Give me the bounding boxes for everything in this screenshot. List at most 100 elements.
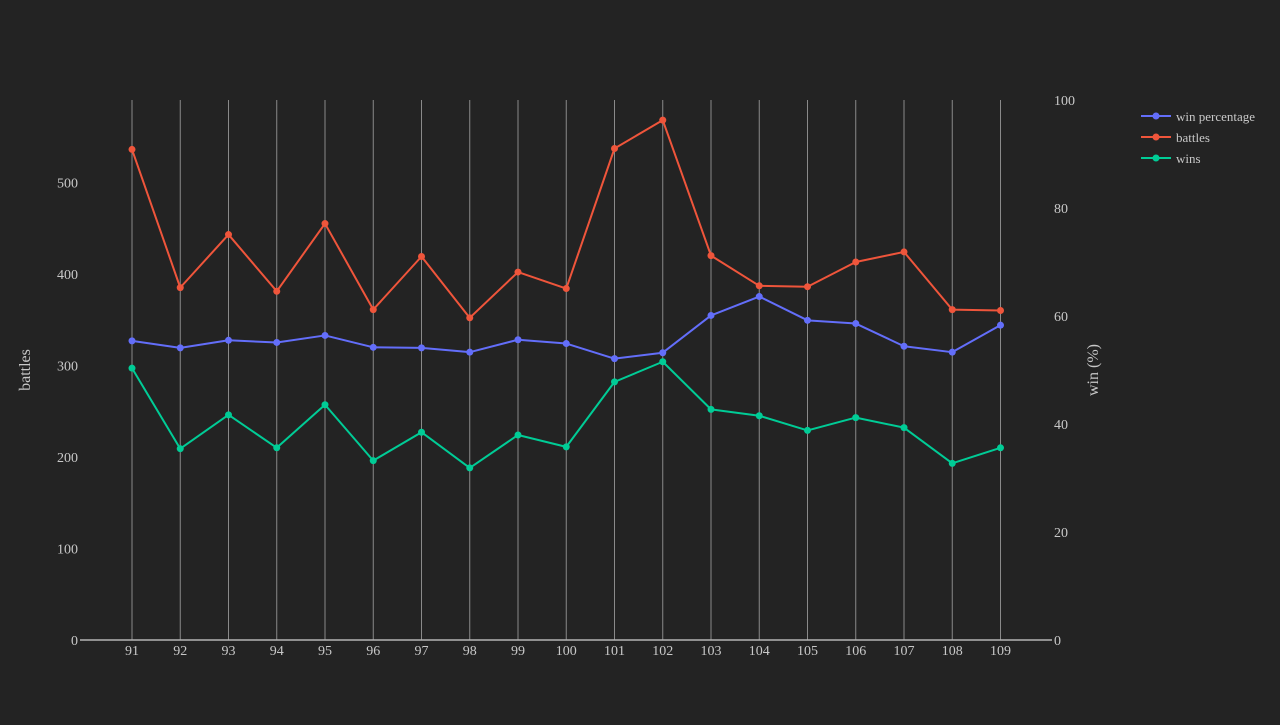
x-tick-label: 104 [749, 644, 770, 659]
y2-tick-label: 40 [1054, 418, 1068, 433]
wins-point [562, 443, 570, 451]
battles-point [948, 306, 956, 314]
x-tick-label: 98 [463, 644, 477, 659]
battles-point [466, 314, 474, 322]
y2-tick-label: 60 [1054, 310, 1068, 325]
win-percentage-point [659, 349, 667, 357]
wins-point [611, 378, 618, 386]
wins-point [852, 414, 860, 422]
legend-item-win-percentage: win percentage [1141, 109, 1255, 124]
series-battles [128, 116, 1004, 322]
axes: battles win (%) [17, 344, 1102, 641]
win-percentage-point [997, 321, 1004, 329]
wins-point [466, 464, 474, 472]
battles-point [562, 285, 570, 293]
win-percentage-point [321, 331, 329, 339]
wins-point [707, 405, 715, 413]
win-percentage-point [755, 293, 763, 301]
y2-tick-label: 20 [1054, 526, 1068, 541]
wins-point [418, 428, 425, 436]
battles-point [707, 252, 715, 260]
win-percentage-point [176, 344, 184, 352]
win-percentage-point [948, 348, 956, 356]
battles-point [611, 145, 618, 153]
x-tick-label: 107 [894, 644, 915, 659]
win-percentage-point [273, 338, 281, 346]
x-tick-label: 109 [990, 644, 1011, 659]
win-percentage-point [466, 348, 474, 356]
battles-point [369, 306, 377, 314]
wins-point [997, 444, 1004, 452]
battles-point [514, 268, 522, 276]
wins-point [948, 459, 956, 467]
battles-point [418, 253, 425, 261]
win-percentage-point [514, 336, 522, 344]
data-series [128, 116, 1004, 472]
win-percentage-point [418, 344, 425, 352]
y-tick-label: 400 [57, 268, 78, 283]
series-wins [128, 358, 1004, 472]
tick-labels: 91 92 93 94 95 96 97 98 99 100 101 102 103 104 105 106 1… [57, 94, 1075, 659]
y-tick-label: 500 [57, 176, 78, 191]
legend-label: battles [1176, 130, 1210, 145]
win-percentage-point [707, 311, 715, 319]
wins-point [176, 445, 184, 453]
legend-swatch-marker [1152, 133, 1160, 141]
y2-axis-title: win (%) [1085, 344, 1102, 396]
x-tick-label: 95 [318, 644, 332, 659]
y-tick-label: 0 [71, 634, 78, 649]
win-percentage-point [369, 343, 377, 351]
legend-label: win percentage [1176, 109, 1255, 124]
legend-item-battles: battles [1141, 130, 1210, 145]
x-tick-label: 92 [173, 644, 187, 659]
x-tick-label: 99 [511, 644, 525, 659]
win-percentage-point [225, 336, 232, 344]
battles-point [225, 231, 232, 239]
y-tick-label: 100 [57, 542, 78, 557]
win-percentage-point [900, 342, 908, 350]
win-percentage-point [128, 337, 136, 345]
y2-tick-label: 100 [1054, 94, 1075, 109]
wins-point [225, 411, 232, 419]
win-percentage-point [852, 320, 860, 328]
legend-item-wins: wins [1141, 151, 1201, 166]
wins-point [804, 426, 811, 434]
x-tick-label: 96 [366, 644, 380, 659]
win-percentage-point [562, 340, 570, 348]
wins-point [273, 444, 281, 452]
series-win-percentage [128, 293, 1004, 363]
legend-swatch-marker [1152, 112, 1160, 120]
wins-point [900, 424, 908, 432]
x-tick-label: 101 [604, 644, 625, 659]
wins-point [514, 431, 522, 439]
legend-swatch-marker [1152, 154, 1160, 162]
wins-point [755, 412, 763, 420]
battles-point [659, 116, 667, 124]
battles-point [273, 287, 281, 295]
y2-tick-label: 80 [1054, 202, 1068, 217]
grid-lines [131, 100, 1001, 640]
battles-point [900, 248, 908, 256]
y-tick-label: 300 [57, 359, 78, 374]
battles-point [755, 282, 763, 290]
x-tick-label: 106 [845, 644, 866, 659]
battles-point [176, 284, 184, 292]
battles-point [852, 258, 860, 266]
x-tick-label: 94 [270, 644, 284, 659]
win-percentage-point [804, 316, 811, 324]
win-percentage-point [611, 355, 618, 363]
y-axis-title: battles [17, 349, 34, 391]
x-tick-label: 93 [222, 644, 236, 659]
legend-label: wins [1176, 151, 1201, 166]
x-tick-label: 91 [125, 644, 139, 659]
battles-point [128, 145, 136, 153]
wins-point [659, 358, 667, 366]
y-tick-label: 200 [57, 451, 78, 466]
x-tick-label: 103 [701, 644, 722, 659]
x-tick-label: 100 [556, 644, 577, 659]
wins-point [369, 457, 377, 465]
legend: win percentage battles wins [1141, 109, 1255, 166]
